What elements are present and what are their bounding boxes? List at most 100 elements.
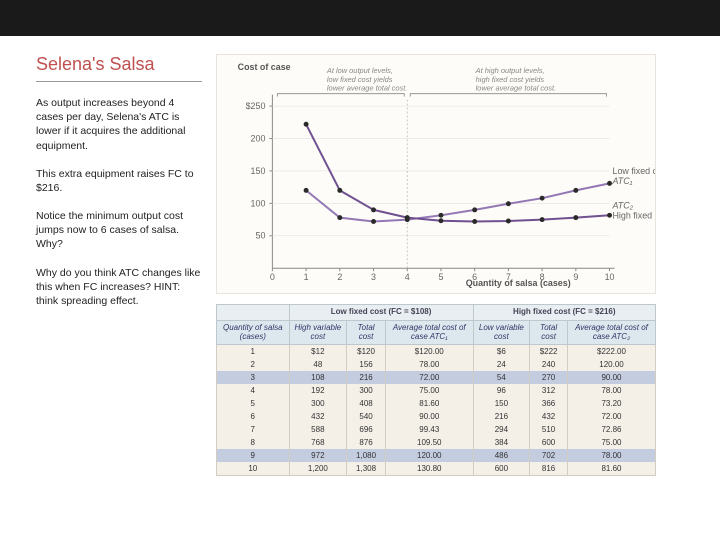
table-column-header-row: Quantity of salsa (cases)High variable c… [217, 320, 656, 345]
table-cell: 1,308 [347, 462, 386, 476]
table-cell: 768 [289, 436, 347, 449]
slide-content: Selena's Salsa As output increases beyon… [0, 36, 720, 486]
x-tick-label: 2 [337, 272, 342, 282]
table-section-header: Low fixed cost (FC = $108) [289, 305, 473, 321]
table-row: 101,2001,308130.8060081681.60 [217, 462, 656, 476]
atc1-curve [306, 183, 609, 221]
table-cell: 300 [289, 397, 347, 410]
table-cell: 696 [347, 423, 386, 436]
data-point [607, 213, 612, 218]
data-point [506, 201, 511, 206]
table-cell: 81.60 [568, 462, 656, 476]
bracket-right [410, 94, 606, 97]
x-tick-label: 0 [270, 272, 275, 282]
table-row: 758869699.4329451072.86 [217, 423, 656, 436]
data-point [573, 215, 578, 220]
atc2-points [304, 122, 612, 224]
data-point [472, 207, 477, 212]
table-cell: 1 [217, 345, 290, 359]
table-cell: 216 [473, 410, 530, 423]
table-cell: 90.00 [385, 410, 473, 423]
right-column: Cost of case At low output levels, low f… [216, 54, 698, 476]
table-row: 310821672.005427090.00 [217, 371, 656, 384]
data-point [304, 122, 309, 127]
table-cell: 108 [289, 371, 347, 384]
x-tick-label: 5 [438, 272, 443, 282]
table-cell: 54 [473, 371, 530, 384]
table-cell: 72.86 [568, 423, 656, 436]
table-cell: 972 [289, 449, 347, 462]
data-point [607, 181, 612, 186]
data-point [472, 219, 477, 224]
table-cell: 1,200 [289, 462, 347, 476]
table-cell: 5 [217, 397, 290, 410]
table-cell: 90.00 [568, 371, 656, 384]
chart-anno-left-2: low fixed cost yields [327, 75, 393, 84]
table-cell: 876 [347, 436, 386, 449]
table-cell: 588 [289, 423, 347, 436]
x-tick-label: 9 [573, 272, 578, 282]
table-cell: 408 [347, 397, 386, 410]
y-tick-label: 200 [251, 134, 266, 144]
cost-table: Low fixed cost (FC = $108) High fixed co… [216, 304, 656, 476]
table-column-header: Quantity of salsa (cases) [217, 320, 290, 345]
atc2-curve [306, 124, 609, 221]
data-point [337, 188, 342, 193]
table-cell: 48 [289, 358, 347, 371]
table-cell: 816 [530, 462, 568, 476]
table-cell: 78.00 [385, 358, 473, 371]
table-cell: 1,080 [347, 449, 386, 462]
table-cell: 75.00 [568, 436, 656, 449]
table-cell: 240 [530, 358, 568, 371]
table-cell: 540 [347, 410, 386, 423]
data-point [371, 207, 376, 212]
table-column-header: Total cost [347, 320, 386, 345]
table-section-header [217, 305, 290, 321]
y-axis-label: Cost of case [238, 62, 291, 72]
x-tick-label: 1 [304, 272, 309, 282]
table-cell: 120.00 [568, 358, 656, 371]
table-cell: 432 [289, 410, 347, 423]
table-cell: 300 [347, 384, 386, 397]
table-cell: 192 [289, 384, 347, 397]
table-cell: 8 [217, 436, 290, 449]
table-cell: 216 [347, 371, 386, 384]
table-cell: 510 [530, 423, 568, 436]
table-cell: $222.00 [568, 345, 656, 359]
table-cell: 130.80 [385, 462, 473, 476]
series-label-high: High fixed cost [613, 211, 655, 221]
table-cell: 96 [473, 384, 530, 397]
data-point [304, 188, 309, 193]
slide-top-bar [0, 0, 720, 36]
table-column-header: Average total cost of case ATC₂ [568, 320, 656, 345]
table-cell: 81.60 [385, 397, 473, 410]
table-cell: 366 [530, 397, 568, 410]
series-label-low: Low fixed cost [613, 166, 655, 176]
table-cell: 10 [217, 462, 290, 476]
table-cell: 78.00 [568, 449, 656, 462]
x-tick-label: 3 [371, 272, 376, 282]
table-cell: 702 [530, 449, 568, 462]
data-point [573, 188, 578, 193]
table-cell: 150 [473, 397, 530, 410]
table-cell: 486 [473, 449, 530, 462]
chart-anno-right-3: lower average total cost. [476, 84, 556, 93]
series-label-atc1: ATC₁ [612, 176, 633, 186]
paragraph: Notice the minimum output cost jumps now… [36, 209, 202, 252]
series-label-atc2: ATC₂ [612, 201, 634, 211]
table-cell: 78.00 [568, 384, 656, 397]
table-cell: 99.43 [385, 423, 473, 436]
y-tick-label: $250 [246, 101, 266, 111]
left-column: Selena's Salsa As output increases beyon… [36, 54, 216, 476]
table-row: 1$12$120$120.00$6$222$222.00 [217, 345, 656, 359]
paragraph: As output increases beyond 4 cases per d… [36, 96, 202, 153]
data-point [438, 213, 443, 218]
table-cell: 156 [347, 358, 386, 371]
table-row: 99721,080120.0048670278.00 [217, 449, 656, 462]
chart-anno-left-1: At low output levels, [326, 66, 393, 75]
table-cell: 73.20 [568, 397, 656, 410]
table-cell: $222 [530, 345, 568, 359]
data-point [540, 217, 545, 222]
y-tick-label: 100 [251, 198, 266, 208]
table-cell: 384 [473, 436, 530, 449]
